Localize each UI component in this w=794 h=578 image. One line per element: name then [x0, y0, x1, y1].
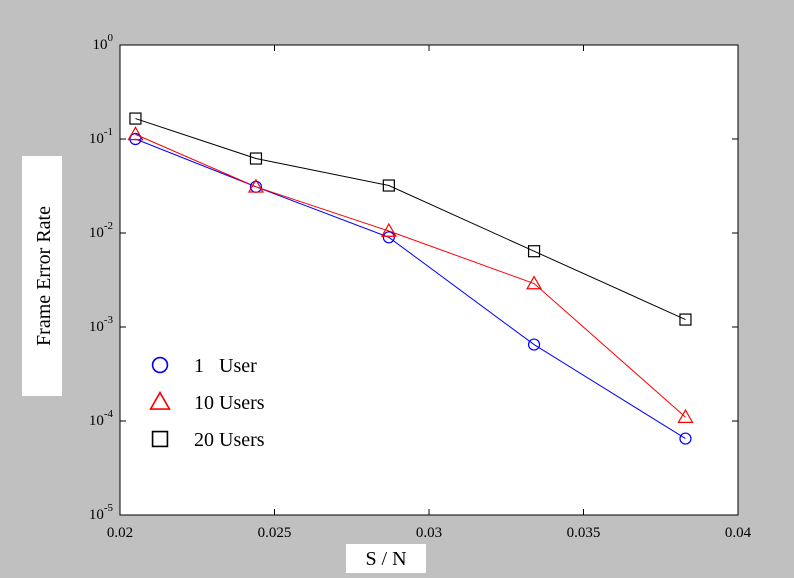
series-line-1 [135, 138, 686, 440]
axis-ticks: 0.02 0.025 0.03 0.035 0.04 100 10-1 10-2 10-3 10-… [89, 32, 752, 541]
data-point-square [249, 152, 263, 165]
y-tick-label: 10-5 [89, 502, 114, 523]
legend-marker-triangle [149, 390, 171, 410]
data-point-circle [527, 338, 541, 351]
y-tick-label: 10-3 [89, 314, 114, 335]
data-point-square [527, 245, 541, 258]
data-point-circle [382, 231, 395, 244]
data-point-square [679, 313, 692, 326]
y-tick-label: 10-4 [89, 408, 114, 429]
data-point-triangle [247, 178, 264, 193]
data-point-triangle [677, 408, 694, 423]
data-point-triangle [380, 222, 397, 237]
y-tick-label: 10-2 [89, 220, 113, 241]
plot-area [119, 44, 739, 516]
legend-label: 20 Users [194, 429, 265, 451]
y-axis-label: Frame Error Rate [33, 206, 55, 346]
series-lines [135, 118, 686, 440]
x-axis-label: S / N [365, 548, 406, 570]
data-point-triangle [127, 126, 144, 141]
x-tick-label: 0.025 [258, 525, 292, 541]
legend-marker-square [151, 430, 169, 448]
y-tick-label: 10-1 [89, 126, 113, 147]
data-point-circle [129, 132, 142, 146]
data-point-triangle [526, 275, 543, 290]
y-axis-label-box [22, 156, 62, 396]
series-line-3 [135, 118, 686, 321]
legend: 1 User 10 Users 20 Users [149, 355, 265, 451]
x-tick-label: 0.02 [107, 525, 133, 541]
legend-marker-circle [151, 356, 169, 374]
x-tick-label: 0.035 [567, 525, 601, 541]
legend-label: 10 Users [194, 392, 265, 414]
series-line-2 [135, 133, 686, 418]
x-tick-label: 0.03 [416, 525, 442, 541]
legend-marker-shape [151, 430, 169, 448]
legend-label: 1 User [194, 355, 257, 377]
legend-marker-shape [151, 356, 169, 374]
legend-marker-shape [149, 390, 171, 410]
data-point-square [129, 112, 142, 125]
x-tick-label: 0.04 [725, 525, 752, 541]
y-tick-label: 100 [93, 32, 114, 53]
series-markers [127, 112, 694, 445]
data-point-circle [679, 432, 692, 445]
data-point-square [382, 179, 395, 192]
x-axis-label-box [346, 544, 426, 573]
